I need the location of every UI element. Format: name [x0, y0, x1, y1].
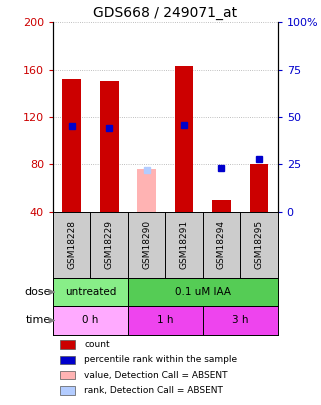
Text: percentile rank within the sample: percentile rank within the sample — [84, 355, 238, 364]
Bar — [250, 164, 268, 212]
Text: GSM18294: GSM18294 — [217, 220, 226, 269]
Text: 0.1 uM IAA: 0.1 uM IAA — [175, 287, 231, 297]
Title: GDS668 / 249071_at: GDS668 / 249071_at — [93, 6, 237, 20]
Bar — [60, 356, 75, 364]
Text: GSM18295: GSM18295 — [255, 220, 264, 269]
Text: time: time — [25, 315, 51, 326]
Bar — [212, 200, 231, 212]
Bar — [62, 79, 81, 212]
Text: count: count — [84, 340, 110, 349]
Bar — [137, 169, 156, 212]
Text: value, Detection Call = ABSENT: value, Detection Call = ABSENT — [84, 371, 228, 379]
Text: GSM18228: GSM18228 — [67, 220, 76, 269]
Text: untreated: untreated — [65, 287, 116, 297]
Text: GSM18229: GSM18229 — [105, 220, 114, 269]
Text: GSM18290: GSM18290 — [142, 220, 151, 269]
Bar — [100, 81, 118, 212]
Bar — [60, 340, 75, 349]
Text: rank, Detection Call = ABSENT: rank, Detection Call = ABSENT — [84, 386, 223, 395]
Text: 0 h: 0 h — [82, 315, 99, 326]
Bar — [175, 66, 193, 212]
Text: dose: dose — [24, 287, 51, 297]
Bar — [60, 386, 75, 394]
Bar — [60, 371, 75, 379]
Bar — [203, 306, 278, 335]
Text: 1 h: 1 h — [157, 315, 174, 326]
Text: GSM18291: GSM18291 — [179, 220, 188, 269]
Bar — [128, 278, 278, 306]
Bar — [128, 306, 203, 335]
Text: 3 h: 3 h — [232, 315, 248, 326]
Bar — [53, 278, 128, 306]
Bar — [53, 306, 128, 335]
